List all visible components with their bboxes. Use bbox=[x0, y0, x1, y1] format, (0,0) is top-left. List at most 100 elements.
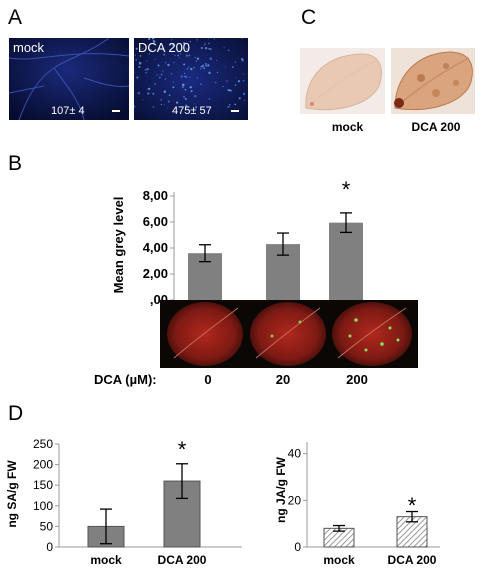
speckle-dot bbox=[135, 47, 138, 50]
y-tick-label: 20 bbox=[288, 493, 302, 507]
bar bbox=[396, 516, 428, 548]
chart-ja-asterisk: * bbox=[408, 493, 417, 518]
speckle-dot bbox=[148, 52, 151, 55]
speckle-dot bbox=[160, 73, 163, 76]
chart-b-asterisk: * bbox=[342, 177, 351, 202]
speckle-dot bbox=[176, 101, 179, 104]
speckle-dot bbox=[179, 52, 182, 55]
speckle-dot bbox=[183, 75, 186, 78]
speckle-dot bbox=[213, 38, 215, 40]
speckle-dot bbox=[241, 38, 244, 39]
speckle-dot bbox=[240, 58, 244, 61]
speckle-dot bbox=[146, 67, 150, 71]
speckle-dot bbox=[242, 92, 246, 96]
bar bbox=[329, 222, 363, 300]
speckle-dot bbox=[234, 84, 237, 86]
panel-d-letter: D bbox=[8, 402, 24, 425]
speckle-dot bbox=[176, 43, 179, 46]
y-tick-label: 2,00 bbox=[143, 266, 168, 281]
speckle-dot bbox=[152, 106, 155, 108]
panel-c-letter: C bbox=[301, 6, 317, 29]
speckle-dot bbox=[148, 38, 151, 40]
speckle-dot bbox=[193, 103, 195, 105]
speckle-dot bbox=[184, 97, 187, 100]
micrograph-mock: mock 107± 4 bbox=[9, 38, 129, 120]
speckle-dot bbox=[185, 48, 188, 50]
x-tick-label: DCA 200 bbox=[158, 553, 207, 567]
speckle-dot bbox=[223, 46, 225, 49]
leaf-mock-label: mock bbox=[331, 120, 364, 134]
speckle-dot bbox=[139, 61, 141, 64]
speckle-dot bbox=[204, 44, 206, 46]
y-tick-label: 40 bbox=[288, 447, 302, 461]
speckle-dot bbox=[142, 99, 144, 101]
speckle-dot bbox=[163, 53, 166, 56]
speckle-dot bbox=[196, 77, 198, 79]
speckle-dot bbox=[235, 77, 237, 79]
speckle-dot bbox=[187, 66, 190, 68]
speckle-dot bbox=[185, 54, 189, 57]
y-tick-label: 6,00 bbox=[143, 214, 168, 229]
speckle-dot bbox=[156, 74, 158, 76]
micrograph-mock-label: mock bbox=[13, 40, 45, 55]
speckle-dot bbox=[138, 65, 141, 68]
chart-ja-ylabel: ng JA/g FW bbox=[274, 456, 288, 523]
leaf-fluorescence-images bbox=[167, 302, 412, 366]
speckle-dot bbox=[209, 48, 212, 51]
panel-b-letter: B bbox=[8, 152, 23, 175]
x-tick-label: mock bbox=[90, 553, 122, 567]
speckle-dot bbox=[158, 76, 161, 79]
speckle-dot bbox=[195, 106, 198, 109]
speckle-dot bbox=[157, 64, 160, 67]
speckle-dot bbox=[164, 78, 167, 80]
micrograph-dca-count: 475± 57 bbox=[172, 105, 212, 117]
speckle-dot bbox=[189, 86, 192, 89]
speckle-dot bbox=[139, 55, 142, 57]
micrograph-mock-veins bbox=[9, 38, 129, 120]
speckle-dot bbox=[208, 38, 210, 40]
x-tick-label: mock bbox=[323, 553, 355, 567]
y-tick-label: 0 bbox=[46, 540, 53, 554]
chart-sa-ylabel: ng SA/g FW bbox=[5, 460, 19, 528]
leaf-dca-label: DCA 200 bbox=[411, 120, 461, 134]
speckle-dot bbox=[146, 60, 148, 62]
speckle-dot bbox=[144, 68, 147, 71]
chart-b: Mean grey level 8,006,004,002,00,00 * bbox=[111, 177, 363, 307]
speckle-dot bbox=[177, 54, 179, 57]
speckle-dot bbox=[137, 91, 141, 95]
speckle-dot bbox=[139, 62, 141, 65]
speckle-dot bbox=[216, 71, 219, 74]
speckle-dot bbox=[214, 81, 217, 84]
speckle-dot bbox=[225, 80, 228, 82]
speckle-dot bbox=[152, 40, 156, 43]
speckle-dot bbox=[194, 56, 196, 59]
speckle-dot bbox=[147, 92, 150, 95]
chart-sa-asterisk: * bbox=[178, 437, 187, 462]
speckle-dot bbox=[200, 46, 203, 50]
chart-b-ylabel: Mean grey level bbox=[111, 197, 126, 294]
micrograph-dca-label: DCA 200 bbox=[138, 40, 191, 55]
speckle-dot bbox=[136, 76, 139, 79]
speckle-dot bbox=[238, 97, 241, 100]
speckle-dot bbox=[216, 59, 218, 61]
dca-axis-label: DCA (µM): bbox=[94, 372, 157, 387]
speckle-dot bbox=[190, 67, 193, 71]
speckle-dot bbox=[164, 61, 167, 64]
micrograph-dca-speckle bbox=[134, 38, 248, 120]
speckle-dot bbox=[141, 48, 143, 50]
speckle-dot bbox=[190, 90, 193, 93]
speckle-dot bbox=[196, 38, 198, 41]
speckle-dot bbox=[189, 76, 191, 78]
speckle-dot bbox=[228, 103, 231, 106]
speckle-dot bbox=[200, 83, 202, 86]
speckle-dot bbox=[134, 105, 136, 108]
speckle-dot bbox=[170, 73, 172, 75]
dca-tick-200: 200 bbox=[346, 372, 368, 387]
speckle-dot bbox=[243, 99, 246, 102]
speckle-dot bbox=[204, 46, 208, 50]
speckle-dot bbox=[145, 71, 148, 74]
speckle-dot bbox=[208, 98, 210, 100]
speckle-dot bbox=[154, 83, 156, 85]
speckle-dot bbox=[182, 42, 186, 45]
speckle-dot bbox=[167, 63, 170, 67]
